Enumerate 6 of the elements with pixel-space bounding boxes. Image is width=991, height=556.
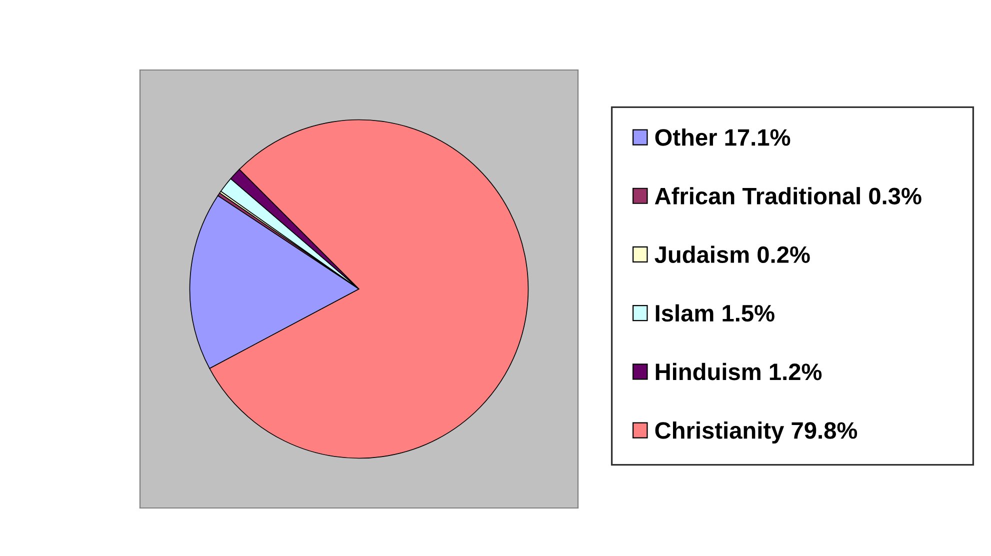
legend-label: Judaism 0.2% [654, 246, 810, 264]
legend-label: Islam 1.5% [656, 304, 774, 322]
legend-label: Other 17.1% [655, 128, 790, 146]
legend-label: African Traditional 0.3% [654, 187, 922, 204]
legend-label: Christianity 79.8% [655, 422, 858, 444]
legend-label: Hinduism 1.2% [656, 362, 822, 380]
